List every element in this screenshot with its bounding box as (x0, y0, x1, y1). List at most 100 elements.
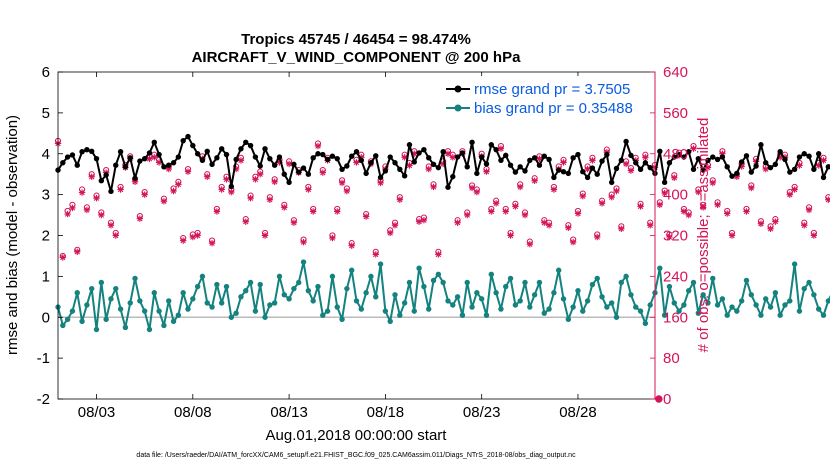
bias-point (637, 308, 644, 314)
bias-point (122, 324, 129, 331)
bias-point (267, 302, 273, 308)
obs-assimilated-point (334, 208, 341, 215)
rmse-point (666, 160, 673, 166)
obs-assimilated-point (141, 191, 148, 198)
bias-point (666, 283, 673, 290)
obs-assimilated-point (266, 196, 274, 203)
asterisk-stroke (363, 213, 369, 220)
obs-assimilated-point (406, 162, 413, 169)
rmse-point (416, 150, 422, 156)
right-tick-label: 640 (663, 64, 688, 81)
asterisk-stroke (450, 154, 456, 161)
bias-point (628, 292, 634, 298)
asterisk-stroke (714, 202, 721, 208)
asterisk-stroke (584, 166, 591, 172)
rmse-point (421, 146, 427, 153)
asterisk-stroke (89, 174, 95, 180)
bias-point (329, 273, 336, 280)
obs-assimilated-point (757, 220, 765, 227)
rmse-point (426, 155, 432, 161)
bias-point (825, 298, 830, 304)
rmse-point (772, 161, 779, 168)
asterisk-stroke (117, 186, 124, 193)
asterisk-stroke (512, 203, 519, 210)
asterisk-stroke (637, 203, 644, 210)
asterisk-stroke (748, 185, 754, 191)
rmse-point (763, 160, 769, 166)
rmse-point (353, 149, 360, 155)
obs-assimilated-point (805, 206, 813, 214)
rmse-point (146, 150, 153, 156)
rmse-point (392, 160, 398, 166)
rmse-point (411, 159, 417, 165)
rmse-point (252, 154, 259, 160)
obs-assimilated-point (83, 206, 91, 214)
right-tick-label: 320 (663, 228, 688, 245)
asterisk-stroke (570, 239, 576, 245)
rmse-point (60, 160, 66, 166)
bias-point (633, 304, 639, 310)
bias-point (113, 285, 119, 292)
bias-point (146, 326, 153, 333)
bias-line (57, 261, 830, 331)
asterisk-stroke (488, 208, 494, 215)
bias-point (657, 265, 663, 271)
rmse-point (291, 161, 297, 168)
asterisk-stroke (141, 191, 148, 198)
asterisk-stroke (170, 188, 177, 194)
bias-point (228, 314, 235, 320)
right-tick-label: 560 (663, 105, 688, 122)
bias-point (69, 308, 76, 314)
rmse-point (599, 158, 605, 164)
bias-point (353, 298, 360, 304)
asterisk-stroke (339, 180, 345, 186)
rmse-point (724, 164, 730, 170)
asterisk-stroke (305, 186, 312, 193)
asterisk-stroke (291, 220, 297, 226)
bias-point (714, 302, 721, 308)
asterisk-stroke (223, 176, 230, 182)
bias-point (454, 294, 461, 300)
obs-assimilated-point (598, 200, 606, 207)
bias-point (358, 306, 365, 312)
asterisk-stroke (724, 210, 730, 217)
bias-point (695, 310, 702, 316)
rmse-point (305, 171, 312, 177)
asterisk-stroke (252, 176, 259, 182)
asterisk-stroke (84, 207, 90, 213)
rmse-point (358, 157, 365, 163)
obs-assimilated-point (319, 169, 326, 176)
rmse-point (127, 155, 133, 161)
rmse-point (734, 170, 740, 177)
bias-point (204, 300, 210, 306)
rmse-point (218, 146, 225, 152)
bias-point (777, 312, 783, 318)
rmse-point (546, 156, 552, 163)
rmse-point (570, 155, 576, 161)
asterisk-stroke (796, 162, 803, 169)
rmse-point (271, 162, 278, 168)
rmse-point (74, 162, 80, 168)
rmse-point (445, 184, 451, 190)
bias-point (594, 275, 600, 282)
rmse-point (286, 179, 292, 186)
rmse-point (469, 139, 475, 146)
rmse-point (296, 169, 302, 175)
rmse-point (450, 173, 456, 180)
bias-point (556, 267, 562, 273)
rmse-point (334, 155, 340, 162)
rmse-point (618, 157, 624, 163)
x-tick-label: 08/28 (559, 404, 597, 421)
asterisk-stroke (74, 249, 80, 255)
bias-point (469, 304, 475, 310)
obs-assimilated-point (565, 224, 572, 232)
rmse-point (714, 156, 721, 163)
obs-assimilated-point (151, 154, 158, 161)
bias-point (98, 279, 105, 286)
asterisk-stroke (180, 237, 186, 244)
rmse-point (493, 146, 499, 153)
obs-assimilated-point (175, 181, 182, 188)
asterisk-stroke (286, 161, 292, 167)
rmse-point (276, 154, 283, 160)
right-tick-label: 0 (663, 391, 671, 408)
